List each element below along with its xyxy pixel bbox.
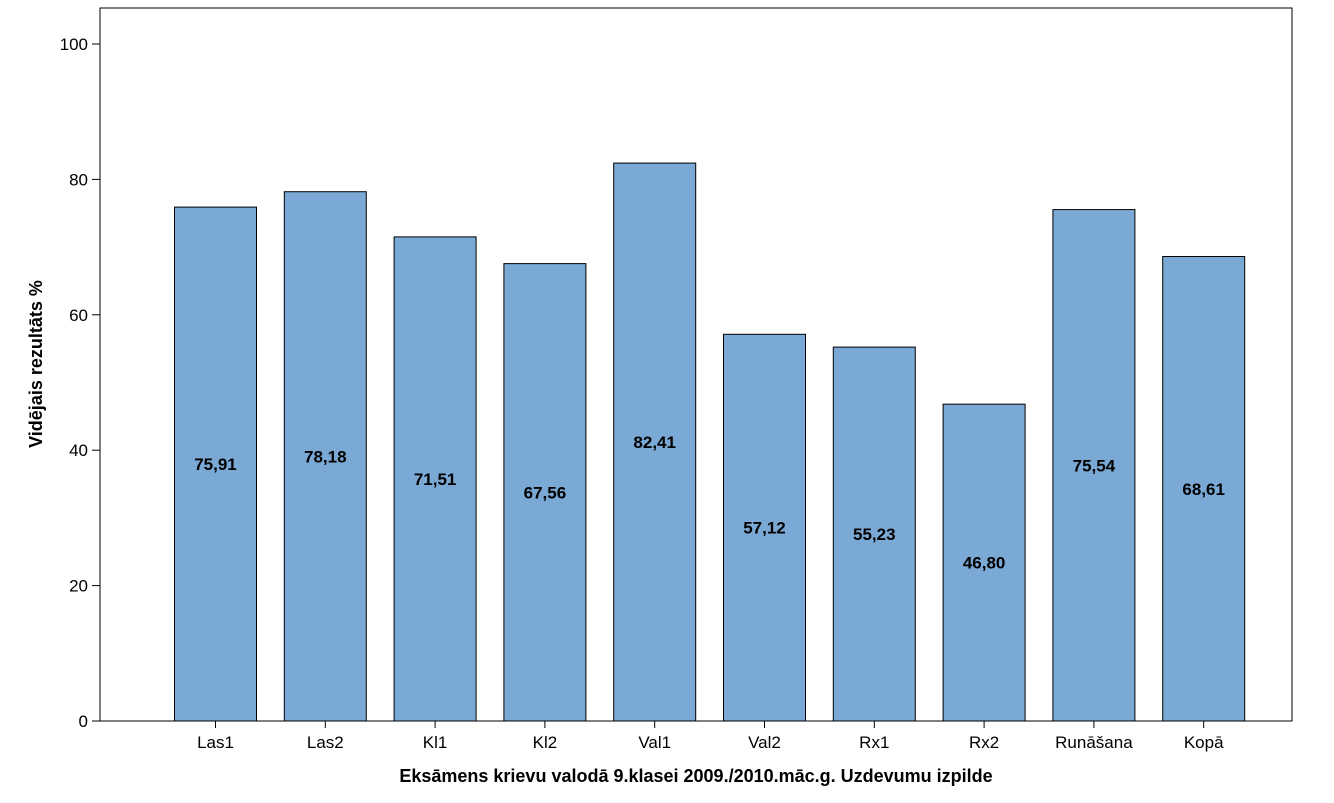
y-tick-label: 0	[79, 712, 88, 731]
bar-value-label: 78,18	[304, 447, 347, 466]
x-axis: Las1 Las2 Kl1 Kl2 Val1 Val2 Rx1 Rx2 Runāšana Kopā	[197, 721, 1224, 752]
bar-value-label: 68,61	[1182, 480, 1225, 499]
bar-value-label: 75,54	[1073, 456, 1116, 475]
bar-value-label: 67,56	[524, 483, 567, 502]
bar-value-label: 46,80	[963, 554, 1006, 573]
y-tick-label: 20	[69, 577, 88, 596]
bar-las1	[174, 206, 257, 722]
x-tick-label: Kl1	[423, 733, 448, 752]
bar-value-label: 82,41	[633, 433, 676, 452]
x-tick-label: Rx2	[969, 733, 999, 752]
x-tick-label: Las1	[197, 733, 234, 752]
bars: 75,91 78,18 71,51 67,56 82,41 57,12 55,23 46,80…	[174, 162, 1246, 722]
bar-val2	[723, 333, 806, 722]
y-axis-title: Vidējais rezultāts %	[26, 280, 46, 448]
x-tick-label: Kl2	[533, 733, 558, 752]
bar-value-label: 57,12	[743, 519, 786, 538]
bar-las2	[283, 191, 367, 722]
y-tick-label: 80	[69, 170, 88, 189]
x-tick-label: Las2	[307, 733, 344, 752]
y-tick-label: 40	[69, 441, 88, 460]
x-axis-title: Eksāmens krievu valodā 9.klasei 2009./20…	[399, 766, 992, 786]
x-tick-label: Val2	[748, 733, 781, 752]
bar-value-label: 75,91	[194, 455, 237, 474]
y-tick-label: 60	[69, 306, 88, 325]
bar-rx2	[942, 403, 1026, 722]
x-tick-label: Runāšana	[1055, 733, 1133, 752]
x-tick-label: Rx1	[859, 733, 889, 752]
bar-runāšana	[1052, 209, 1136, 722]
bar-value-label: 55,23	[853, 525, 896, 544]
bar-val1	[613, 162, 697, 722]
bar-kl2	[503, 263, 587, 722]
y-axis: 0 20 40 60 80 100	[60, 35, 100, 731]
x-tick-label: Kopā	[1184, 733, 1224, 752]
bar-value-label: 71,51	[414, 470, 457, 489]
bar-kopā	[1162, 256, 1246, 722]
y-tick-label: 100	[60, 35, 88, 54]
bar-kl1	[393, 236, 477, 722]
x-tick-label: Val1	[638, 733, 671, 752]
